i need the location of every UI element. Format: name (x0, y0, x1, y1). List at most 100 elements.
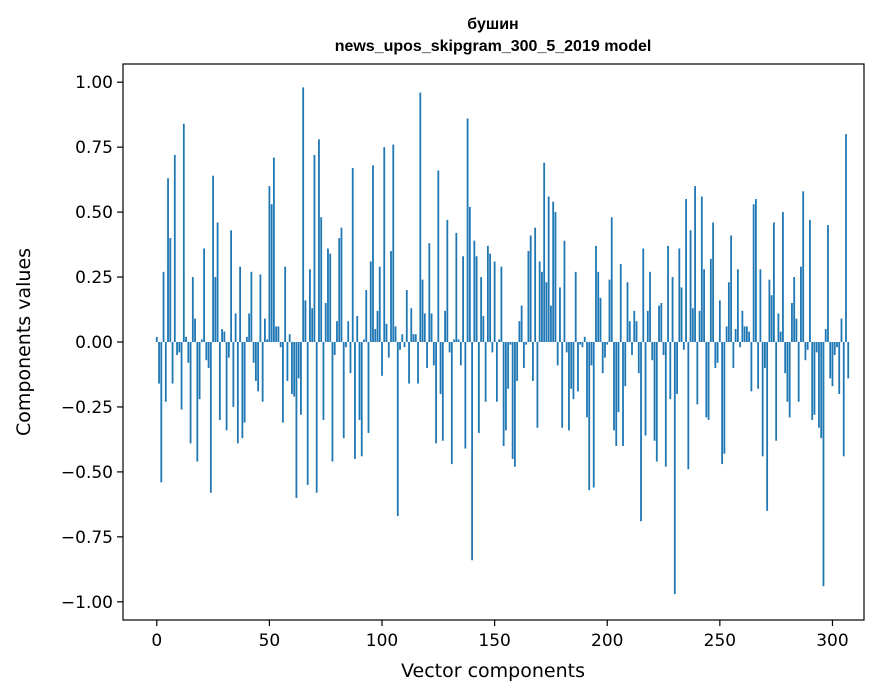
bar-component-160 (516, 342, 519, 381)
bar-component-41 (248, 313, 251, 342)
bar-component-296 (822, 342, 825, 587)
bar-component-31 (225, 342, 228, 431)
bar-component-235 (685, 199, 687, 342)
bar-component-214 (637, 342, 640, 374)
bar-component-295 (820, 342, 823, 439)
bar-component-54 (277, 326, 280, 342)
bar-component-157 (509, 342, 512, 345)
bar-component-77 (329, 253, 332, 342)
bar-component-75 (324, 303, 327, 342)
bar-component-121 (428, 243, 431, 342)
bar-component-279 (784, 342, 787, 374)
bar-component-140 (471, 342, 473, 561)
bar-component-82 (340, 227, 343, 342)
bar-component-166 (529, 235, 532, 342)
bar-component-153 (500, 266, 503, 342)
bar-component-288 (804, 342, 807, 361)
bar-component-249 (716, 342, 719, 363)
bar-component-142 (475, 256, 478, 342)
bar-component-83 (342, 342, 345, 439)
bar-component-89 (356, 316, 359, 342)
bar-component-125 (437, 170, 440, 342)
bar-component-191 (586, 342, 588, 418)
bar-component-287 (802, 191, 805, 342)
y-tick-label: −0.75 (61, 528, 113, 548)
bar-component-301 (833, 342, 836, 355)
bar-component-123 (432, 342, 435, 366)
bar-component-256 (732, 342, 735, 368)
bar-component-167 (532, 342, 534, 381)
bar-component-128 (444, 310, 446, 342)
bar-component-307 (847, 342, 850, 379)
bar-component-5 (167, 178, 169, 342)
bar-component-199 (604, 342, 606, 358)
bar-component-16 (191, 277, 194, 342)
bar-component-97 (374, 329, 377, 342)
y-axis-ticks: −1.00 −0.75 −0.50 −0.25 0.00 0.25 0.50 0.75 1.00 (61, 73, 123, 613)
bar-component-159 (514, 342, 516, 467)
bar-component-112 (408, 342, 410, 384)
bar-component-117 (419, 92, 422, 342)
bar-component-259 (739, 342, 742, 348)
bar-component-30 (223, 331, 226, 342)
bar-component-278 (782, 212, 784, 342)
bar-component-50 (268, 186, 271, 342)
bar-component-35 (234, 313, 237, 342)
bar-component-22 (205, 342, 208, 361)
bar-component-139 (468, 206, 471, 342)
bar-component-36 (236, 342, 239, 444)
bar-component-211 (631, 342, 633, 355)
bar-component-138 (466, 118, 469, 342)
bar-component-243 (703, 269, 705, 342)
bar-component-48 (263, 318, 266, 342)
bar-component-9 (176, 342, 178, 355)
x-tick-label: 300 (816, 631, 848, 651)
x-tick-label: 50 (259, 631, 281, 651)
bar-component-73 (320, 217, 323, 342)
y-tick-label: −0.50 (61, 463, 113, 483)
bar-component-210 (628, 321, 631, 342)
bar-component-79 (333, 342, 336, 355)
x-axis-label: Vector components (401, 660, 585, 682)
bar-component-53 (275, 326, 278, 342)
bar-component-62 (295, 342, 298, 498)
bar-component-4 (164, 342, 167, 402)
bar-component-297 (824, 329, 827, 342)
bar-component-102 (385, 323, 388, 342)
bar-component-176 (552, 201, 555, 342)
bar-component-103 (387, 342, 390, 358)
bar-component-87 (351, 167, 354, 342)
bar-component-6 (169, 238, 172, 342)
bar-component-51 (270, 204, 273, 342)
bar-component-212 (633, 310, 636, 342)
bar-component-37 (239, 266, 242, 342)
bar-component-127 (441, 342, 444, 441)
bar-component-177 (554, 212, 557, 342)
bar-component-144 (480, 277, 483, 342)
bar-component-19 (198, 342, 201, 400)
y-tick-label: −1.00 (61, 593, 113, 613)
bar-component-38 (241, 342, 244, 439)
bar-component-164 (525, 342, 528, 345)
bar-component-137 (464, 342, 467, 449)
bar-component-273 (770, 295, 773, 342)
bar-component-151 (495, 342, 498, 402)
bar-component-39 (243, 342, 246, 423)
bar-component-291 (811, 342, 814, 420)
bar-component-184 (570, 342, 573, 389)
bar-component-111 (405, 290, 408, 342)
bar-component-215 (640, 342, 642, 522)
bar-component-306 (845, 134, 847, 342)
bar-component-192 (588, 342, 591, 491)
bar-component-247 (712, 222, 714, 342)
bar-component-64 (300, 342, 302, 415)
bar-component-44 (254, 342, 257, 381)
bar-component-76 (327, 248, 329, 342)
bar-component-109 (401, 334, 404, 342)
bar-component-231 (676, 342, 678, 394)
bar-component-149 (491, 342, 494, 353)
bar-component-145 (482, 316, 485, 342)
bar-component-204 (615, 342, 618, 446)
bar-component-119 (423, 313, 426, 342)
bar-component-106 (394, 326, 397, 342)
